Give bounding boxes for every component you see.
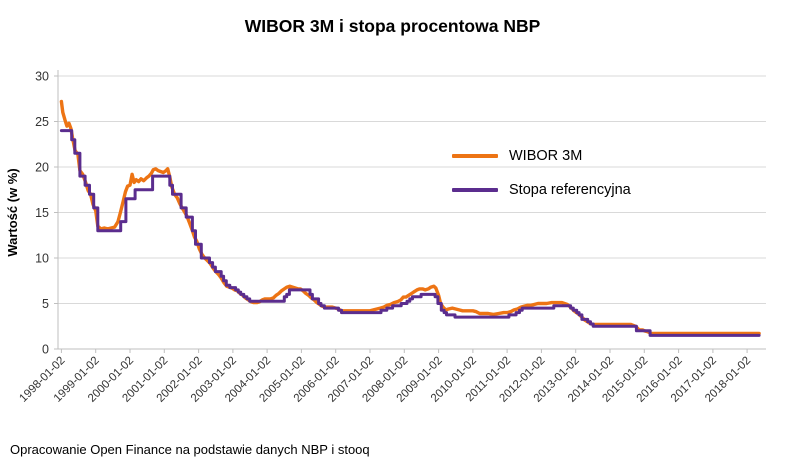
legend-item-wibor: WIBOR 3M [452, 146, 631, 166]
source-note: Opracowanie Open Finance na podstawie da… [10, 442, 370, 457]
y-axis-ticks: 0 5 10 15 20 25 30 [35, 70, 58, 357]
wibor-legend-swatch [452, 154, 498, 158]
svg-text:5: 5 [42, 297, 49, 311]
y-axis-title: Wartość (w %) [5, 168, 20, 256]
svg-text:10: 10 [35, 252, 49, 266]
wibor-legend-label: WIBOR 3M [509, 148, 583, 164]
svg-text:20: 20 [35, 161, 49, 175]
stopa-referencyjna-line [59, 129, 761, 337]
svg-text:15: 15 [35, 206, 49, 220]
legend-item-stopa-referencyjna: Stopa referencyjna [452, 180, 631, 200]
gridlines [58, 75, 766, 350]
stopa-referencyjna-legend-swatch [452, 188, 498, 192]
svg-text:0: 0 [42, 343, 49, 357]
stopa-referencyjna-legend-label: Stopa referencyjna [509, 182, 631, 198]
legend: WIBOR 3M Stopa referencyjna [452, 146, 631, 214]
x-axis-ticks: 1998-01-021999-01-022000-01-022001-01-02… [17, 349, 753, 405]
svg-text:30: 30 [35, 70, 49, 84]
chart-title: WIBOR 3M i stopa procentowa NBP [244, 16, 541, 36]
axes [57, 70, 766, 350]
svg-text:25: 25 [35, 115, 49, 129]
